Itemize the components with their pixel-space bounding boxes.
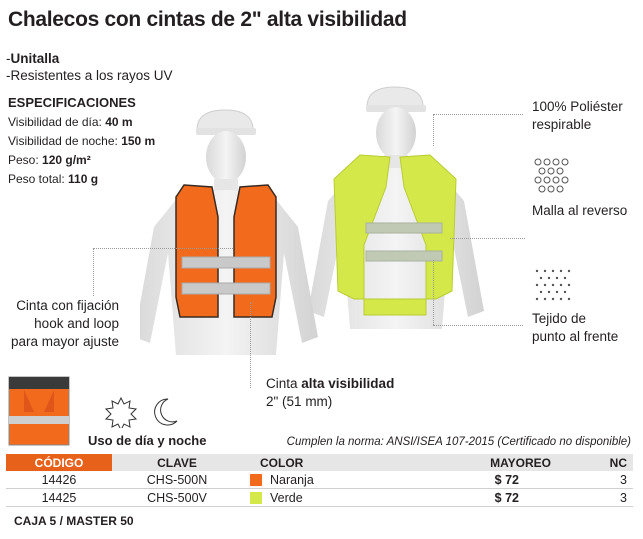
table-row: 14426 CHS-500N Naranja $ 72 3 [6, 471, 633, 489]
cell-nc: 3 [567, 488, 633, 507]
header-code: CÓDIGO [6, 454, 112, 471]
feature-item: -Resistentes a los rayos UV [6, 68, 173, 83]
product-table: CÓDIGO CLAVE COLOR MAYOREO NC 14426 CHS-… [6, 454, 633, 507]
cell-color: Verde [242, 488, 412, 507]
table-header-row: CÓDIGO CLAVE COLOR MAYOREO NC [6, 454, 633, 471]
feature-item: -Unitalla [6, 51, 60, 66]
cell-code: 14426 [6, 471, 112, 489]
box-quantity: CAJA 5 / MASTER 50 [14, 514, 134, 528]
page-title: Chalecos con cintas de 2" alta visibilid… [8, 8, 407, 31]
spec-item: Visibilidad de noche: 150 m [8, 134, 156, 148]
cell-price: $ 72 [412, 488, 567, 507]
day-night-label: Uso de día y noche [88, 433, 207, 448]
callout-line [433, 260, 434, 325]
specs-heading: ESPECIFICACIONES [8, 95, 136, 110]
header-mayoreo: MAYOREO [412, 454, 567, 471]
cell-nc: 3 [567, 471, 633, 489]
cell-clave: CHS-500V [112, 488, 242, 507]
knit-callout: Tejido de punto al frente [532, 311, 619, 344]
hook-callout: Cinta con fijación hook and loop para mayo… [10, 298, 119, 349]
spec-item: Visibilidad de día: 40 m [8, 115, 133, 129]
color-swatch [250, 492, 262, 505]
mannequins-illustration [140, 86, 484, 355]
cell-color: Naranja [242, 471, 412, 489]
header-clave: CLAVE [112, 454, 242, 471]
mesh-callout: Malla al reverso [532, 203, 628, 218]
callout-line [433, 114, 434, 146]
table-row: 14425 CHS-500V Verde $ 72 3 [6, 488, 633, 507]
spec-item: Peso total: 110 g [8, 172, 99, 186]
header-nc: NC [567, 454, 633, 471]
cell-code: 14425 [6, 488, 112, 507]
sun-icon [105, 396, 137, 428]
package-image [8, 376, 70, 446]
norm-note: Cumplen la norma: ANSI/ISEA 107-2015 (Ce… [286, 436, 631, 448]
callout-line [450, 238, 525, 239]
knit-pattern-icon [535, 269, 571, 301]
color-swatch [250, 474, 262, 487]
orange-mannequin [140, 109, 318, 355]
moon-icon [154, 398, 178, 426]
callout-line [250, 302, 251, 388]
callout-line [93, 248, 94, 296]
mesh-pattern-icon [534, 158, 569, 193]
callout-line [433, 325, 523, 326]
fabric-callout: 100% Poliéster respirable [532, 99, 623, 132]
header-color: COLOR [242, 454, 412, 471]
cell-price: $ 72 [412, 471, 567, 489]
spec-item: Peso: 120 g/m² [8, 153, 91, 167]
cell-clave: CHS-500N [112, 471, 242, 489]
callout-line [93, 248, 233, 249]
green-mannequin [308, 86, 484, 329]
callout-line [433, 114, 523, 115]
tape-callout: Cinta alta visibilidad 2" (51 mm) [266, 376, 395, 409]
